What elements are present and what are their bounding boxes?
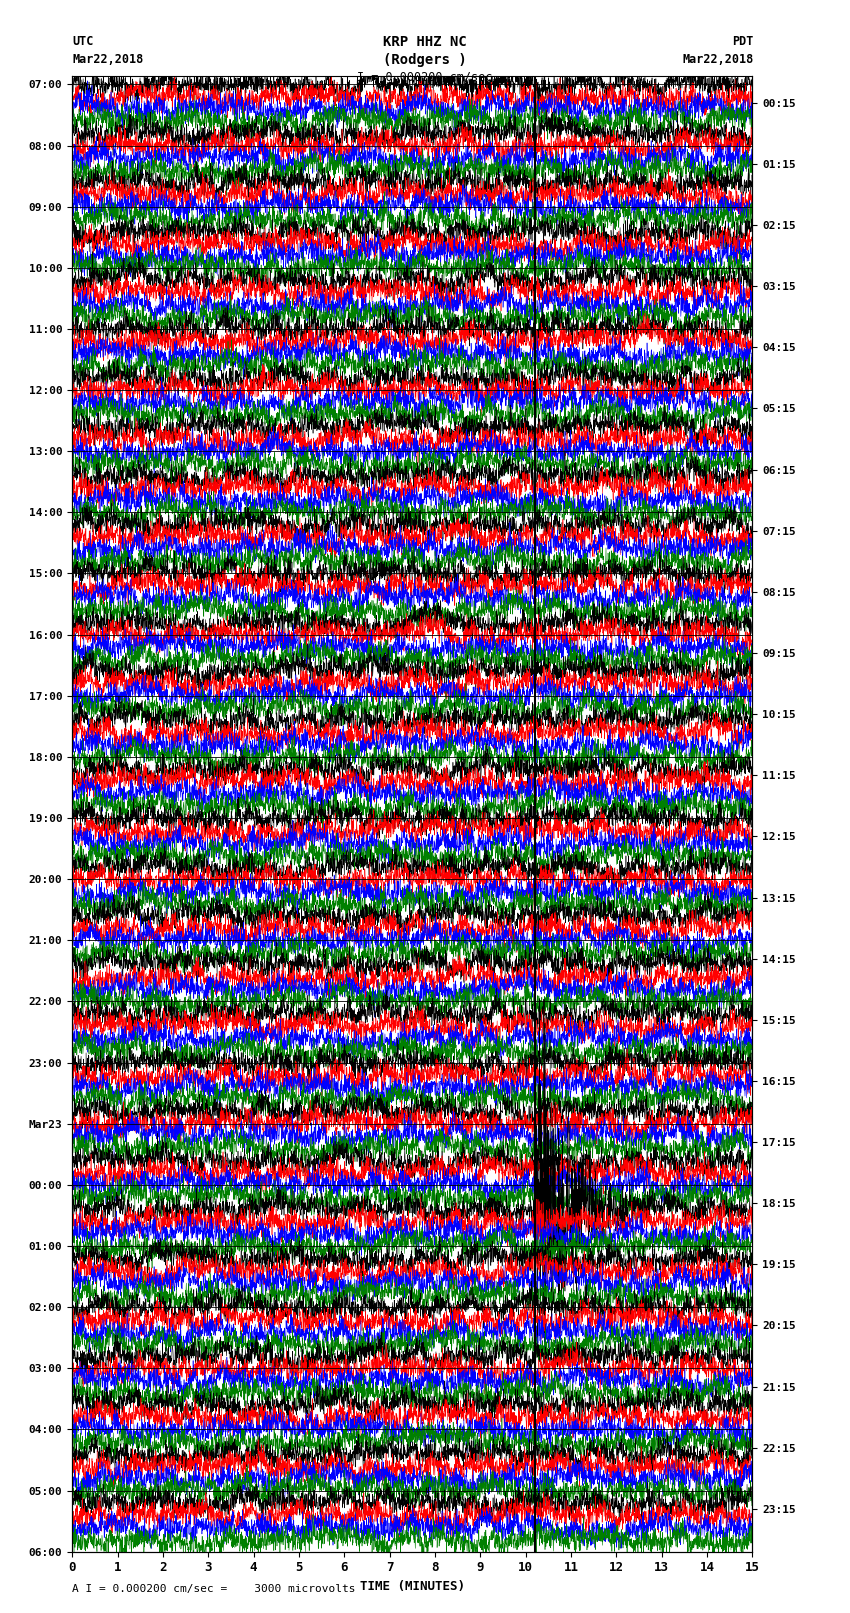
Text: I = 0.000200 cm/sec: I = 0.000200 cm/sec bbox=[357, 71, 493, 84]
Text: UTC: UTC bbox=[72, 35, 94, 48]
Text: (Rodgers ): (Rodgers ) bbox=[383, 53, 467, 68]
Text: A I = 0.000200 cm/sec =    3000 microvolts: A I = 0.000200 cm/sec = 3000 microvolts bbox=[72, 1584, 356, 1594]
X-axis label: TIME (MINUTES): TIME (MINUTES) bbox=[360, 1581, 465, 1594]
Text: Mar22,2018: Mar22,2018 bbox=[72, 53, 144, 66]
Text: PDT: PDT bbox=[733, 35, 754, 48]
Text: Mar22,2018: Mar22,2018 bbox=[683, 53, 754, 66]
Text: KRP HHZ NC: KRP HHZ NC bbox=[383, 35, 467, 50]
